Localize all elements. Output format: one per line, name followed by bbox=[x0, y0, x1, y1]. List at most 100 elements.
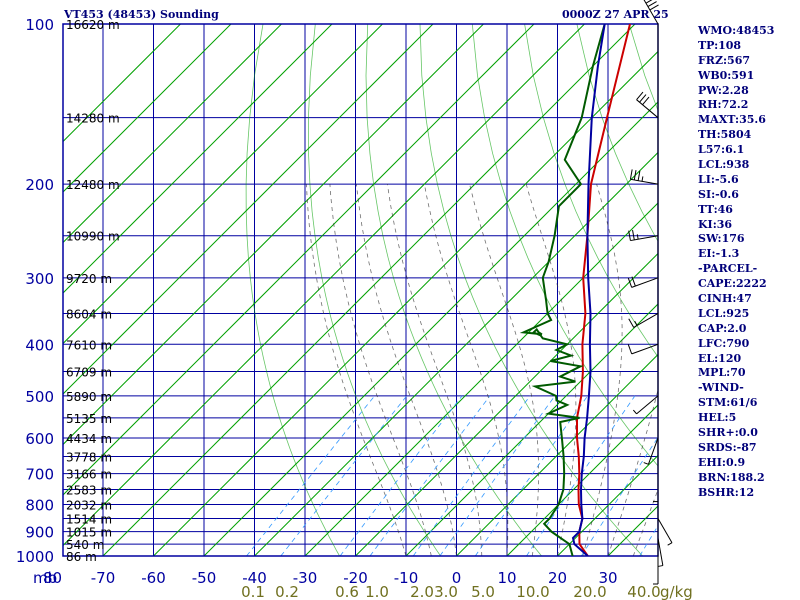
temperature-tick-label: 10 bbox=[497, 569, 516, 587]
mixing-ratio-line bbox=[369, 395, 491, 556]
stat-item: BSHR:12 bbox=[698, 485, 755, 499]
moist-adiabat bbox=[306, 184, 407, 556]
stat-item: -PARCEL- bbox=[698, 262, 758, 276]
height-label: 1514 m bbox=[66, 512, 112, 526]
mixing-ratio-layer bbox=[246, 395, 658, 556]
moist-adiabat bbox=[387, 184, 483, 556]
wind-barb-flag bbox=[649, 4, 659, 11]
station-title: VT453 (48453) Sounding bbox=[64, 8, 219, 21]
temperature-tick-label: -70 bbox=[91, 569, 116, 587]
wind-barb-flag bbox=[643, 462, 649, 465]
dry-adiabat bbox=[471, 24, 658, 467]
stat-item: LCL:925 bbox=[698, 306, 750, 320]
dry-adiabat bbox=[524, 24, 658, 358]
isotherm-line bbox=[506, 404, 658, 556]
stat-item: SW:176 bbox=[698, 232, 745, 246]
stat-item: -WIND- bbox=[698, 381, 744, 395]
mixing-ratio-unit: g/kg bbox=[660, 583, 693, 600]
stat-item: HEL:5 bbox=[698, 411, 737, 425]
wind-barb bbox=[636, 99, 659, 119]
moist-adiabat bbox=[469, 184, 539, 556]
height-label: 540 m bbox=[66, 538, 104, 552]
axes-layer bbox=[62, 23, 659, 557]
mixing-ratio-label: 0.6 bbox=[335, 583, 359, 600]
wind-barb-flag bbox=[639, 94, 647, 103]
temperature-tick-label: -20 bbox=[343, 569, 368, 587]
mixing-ratio-label: 2.0 bbox=[410, 583, 434, 600]
stat-item: MAXT:35.6 bbox=[698, 113, 766, 127]
mixing-ratio-label: 3.0 bbox=[434, 583, 458, 600]
dry-adiabat-layer bbox=[245, 24, 658, 556]
stat-item: LCL:938 bbox=[698, 158, 750, 172]
mixing-ratio-label: 20.0 bbox=[573, 583, 606, 600]
height-label: 14280 m bbox=[66, 112, 120, 126]
wind-barb bbox=[657, 518, 673, 543]
isotherm-line bbox=[63, 24, 535, 496]
isotherm-line bbox=[63, 24, 282, 244]
wind-barb bbox=[647, 437, 659, 465]
stat-item: CAP:2.0 bbox=[698, 321, 747, 335]
wind-barb-flag bbox=[657, 565, 663, 567]
height-label: 10990 m bbox=[66, 230, 120, 244]
stat-item: EI:-1.3 bbox=[698, 247, 740, 261]
isotherm-line bbox=[102, 24, 636, 556]
stat-item: BRN:188.2 bbox=[698, 470, 765, 484]
stat-item: TP:108 bbox=[698, 38, 742, 52]
valid-time: 0000Z 27 APR 25 bbox=[562, 8, 669, 21]
mixing-ratio-line bbox=[439, 395, 556, 556]
isotherm-line bbox=[63, 24, 484, 446]
wind-barb-flag bbox=[641, 176, 644, 182]
isotherm-line bbox=[456, 353, 658, 556]
height-label: 1015 m bbox=[66, 526, 112, 540]
stat-item: LFC:790 bbox=[698, 336, 750, 350]
x-unit-label: mb bbox=[33, 569, 57, 587]
mixing-ratio-line bbox=[339, 395, 463, 556]
moist-adiabat bbox=[356, 184, 457, 556]
isotherm-line bbox=[63, 24, 383, 345]
wind-barb-flag bbox=[636, 234, 639, 240]
isotherm-line bbox=[63, 24, 333, 294]
wind-barb bbox=[631, 277, 659, 288]
mixing-ratio-label: 40.0 bbox=[627, 583, 660, 600]
dry-adiabat bbox=[245, 24, 341, 556]
wind-barb-flag bbox=[645, 0, 653, 4]
wind-barb-flag bbox=[633, 170, 637, 181]
isotherm-line bbox=[405, 303, 658, 556]
stat-item: STM:61/6 bbox=[698, 396, 758, 410]
temperature-tick-label: 80 bbox=[43, 569, 62, 587]
isotherm-line bbox=[63, 24, 181, 143]
wind-barb bbox=[636, 395, 659, 415]
stat-item: LI:-5.6 bbox=[698, 172, 739, 186]
dry-adiabat bbox=[307, 24, 442, 556]
moist-adiabat bbox=[632, 488, 658, 556]
pressure-tick-label: 800 bbox=[25, 496, 54, 514]
pressure-tick-label: 700 bbox=[25, 466, 54, 484]
parcel-profile bbox=[571, 24, 606, 556]
height-label: 7610 m bbox=[66, 338, 112, 352]
temperature-tick-label: 0 bbox=[452, 569, 462, 587]
mixing-ratio-label: 10.0 bbox=[516, 583, 549, 600]
mixing-ratio-line bbox=[246, 395, 375, 556]
stat-item: FRZ:567 bbox=[698, 53, 751, 67]
isotherm-line bbox=[355, 252, 658, 556]
wind-barb-flag bbox=[667, 542, 673, 546]
dewpoint-profile bbox=[519, 24, 606, 556]
stats-panel: WMO:48453 TP:108 FRZ:567 WB0:591 PW:2.28 RH:7… bbox=[698, 24, 800, 501]
pressure-tick-label: 600 bbox=[25, 430, 54, 448]
stat-item: KI:36 bbox=[698, 217, 733, 231]
wind-barb bbox=[631, 343, 659, 355]
wind-barb bbox=[657, 537, 664, 566]
wind-barb-flag bbox=[642, 96, 650, 106]
height-label: 4434 m bbox=[66, 432, 112, 446]
stat-item: EL:120 bbox=[698, 351, 742, 365]
wind-barb-flag bbox=[634, 320, 638, 326]
height-label: 5135 m bbox=[66, 412, 112, 426]
grid-layer bbox=[63, 23, 658, 557]
isotherm-line bbox=[254, 151, 658, 556]
wind-barb-flag bbox=[636, 91, 644, 101]
stat-item: TH:5804 bbox=[698, 128, 752, 142]
plot-frame bbox=[62, 23, 659, 557]
temperature-tick-label: -40 bbox=[242, 569, 267, 587]
